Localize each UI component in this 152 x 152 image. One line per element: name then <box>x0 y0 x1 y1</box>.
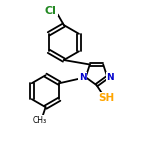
Text: N: N <box>107 73 114 82</box>
Text: Cl: Cl <box>45 6 57 16</box>
Text: CH₃: CH₃ <box>33 116 47 125</box>
Text: N: N <box>79 73 86 82</box>
Text: SH: SH <box>98 93 114 103</box>
